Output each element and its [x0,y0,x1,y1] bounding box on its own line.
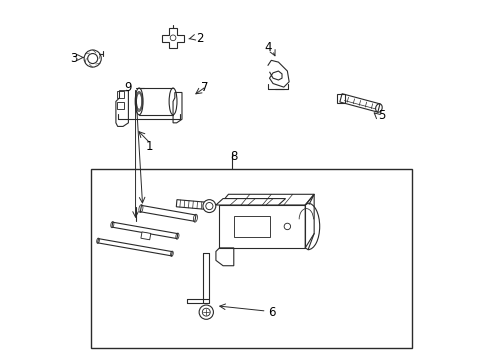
Text: 8: 8 [230,150,237,163]
Text: 4: 4 [264,41,271,54]
Text: 1: 1 [146,140,153,153]
Bar [336,94,344,103]
Text: 6: 6 [267,306,275,319]
Text: 3: 3 [70,52,77,65]
Text: 5: 5 [378,109,385,122]
Bar [116,102,123,109]
Text: 7: 7 [201,81,208,94]
Circle shape [199,305,213,319]
Circle shape [84,50,101,67]
Text: 9: 9 [124,81,132,94]
Bar [233,216,269,237]
Bar [141,232,150,240]
Bar [91,169,411,348]
Ellipse shape [169,88,177,115]
Polygon shape [216,199,285,205]
Ellipse shape [135,88,143,115]
Bar [116,91,123,98]
Text: 2: 2 [196,32,203,45]
Circle shape [203,200,215,212]
